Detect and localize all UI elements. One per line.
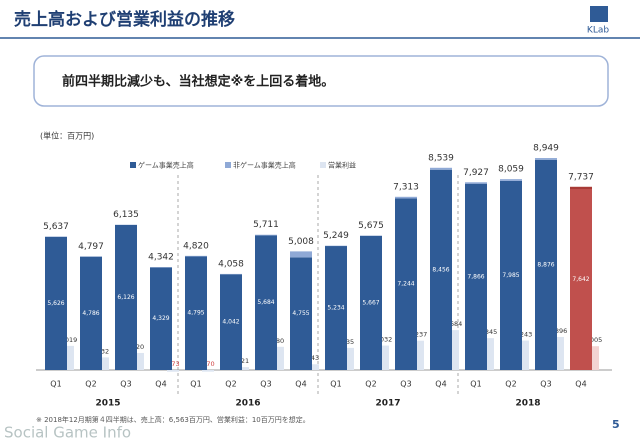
x-tick-label: Q3 bbox=[540, 380, 551, 389]
game-label: 4,329 bbox=[152, 315, 169, 322]
x-tick-label: Q1 bbox=[190, 380, 201, 389]
total-label: 8,949 bbox=[533, 144, 559, 154]
total-label: 4,820 bbox=[183, 241, 209, 251]
profit-bar bbox=[202, 370, 214, 372]
legend-label: ゲーム事業売上高 bbox=[138, 161, 194, 170]
x-tick-label: Q1 bbox=[330, 380, 341, 389]
x-tick-label: Q2 bbox=[505, 380, 516, 389]
total-label: 8,059 bbox=[498, 165, 524, 175]
x-tick-label: Q2 bbox=[365, 380, 376, 389]
game-label: 5,667 bbox=[362, 299, 379, 306]
legend-swatch bbox=[320, 162, 326, 168]
non-game-bar bbox=[570, 187, 592, 189]
total-label: 5,008 bbox=[288, 237, 314, 247]
game-label: 8,456 bbox=[432, 266, 449, 273]
total-label: 6,135 bbox=[113, 210, 139, 220]
total-label: 7,927 bbox=[463, 168, 489, 178]
x-tick-label: Q1 bbox=[50, 380, 61, 389]
non-game-bar bbox=[255, 235, 277, 236]
non-game-bar bbox=[430, 168, 452, 170]
game-label: 7,985 bbox=[502, 272, 519, 279]
non-game-bar bbox=[465, 182, 487, 183]
game-label: 7,866 bbox=[467, 273, 484, 280]
message: 前四半期比減少も、当社想定※を上回る着地。 bbox=[62, 74, 334, 90]
non-game-bar bbox=[185, 256, 207, 257]
x-tick-label: Q4 bbox=[155, 380, 166, 389]
total-label: 5,249 bbox=[323, 231, 349, 241]
game-label: 7,642 bbox=[572, 276, 589, 283]
x-tick-label: Q4 bbox=[575, 380, 586, 389]
legend-swatch bbox=[225, 162, 231, 168]
x-tick-label: Q3 bbox=[400, 380, 411, 389]
total-label: 7,737 bbox=[568, 172, 594, 182]
total-label: 5,711 bbox=[253, 220, 279, 230]
game-label: 4,795 bbox=[187, 310, 204, 317]
game-label: 4,755 bbox=[292, 310, 309, 317]
legend-label: 非ゲーム事業売上高 bbox=[233, 161, 296, 170]
x-tick-label: Q4 bbox=[435, 380, 446, 389]
game-label: 5,626 bbox=[47, 300, 64, 307]
unit: (単位：百万円) bbox=[40, 131, 94, 141]
game-label: 4,042 bbox=[222, 319, 239, 326]
total-label: 4,797 bbox=[78, 242, 104, 252]
game-label: 7,244 bbox=[397, 281, 414, 288]
game-label: 6,126 bbox=[117, 294, 134, 301]
total-label: 4,342 bbox=[148, 253, 174, 263]
total-label: 8,539 bbox=[428, 153, 454, 163]
x-tick-label: Q2 bbox=[225, 380, 236, 389]
profit-bar bbox=[167, 370, 179, 372]
total-label: 7,313 bbox=[393, 182, 419, 192]
page-number: 5 bbox=[612, 418, 620, 431]
game-label: 5,684 bbox=[257, 299, 274, 306]
game-label: 8,876 bbox=[537, 261, 554, 268]
x-tick-label: Q3 bbox=[120, 380, 131, 389]
total-label: 5,675 bbox=[358, 221, 384, 231]
title: 売上高および営業利益の推移 bbox=[14, 9, 235, 30]
game-label: 5,234 bbox=[327, 305, 344, 312]
total-label: 4,058 bbox=[218, 259, 244, 269]
non-game-bar bbox=[535, 158, 557, 160]
x-tick-label: Q3 bbox=[260, 380, 271, 389]
non-game-bar bbox=[395, 197, 417, 199]
x-tick-label: Q2 bbox=[85, 380, 96, 389]
total-label: 5,637 bbox=[43, 222, 69, 232]
legend-label: 営業利益 bbox=[328, 161, 356, 170]
x-tick-label: Q4 bbox=[295, 380, 306, 389]
game-label: 4,786 bbox=[82, 310, 99, 317]
year-label: 2016 bbox=[235, 399, 260, 409]
x-tick-label: Q1 bbox=[470, 380, 481, 389]
non-game-bar bbox=[500, 179, 522, 181]
non-game-bar bbox=[290, 251, 312, 257]
year-label: 2015 bbox=[95, 399, 120, 409]
year-label: 2017 bbox=[375, 399, 400, 409]
legend-swatch bbox=[130, 162, 136, 168]
logo-mark bbox=[590, 6, 608, 22]
logo: KLab bbox=[587, 26, 609, 36]
watermark: Social Game Info bbox=[4, 424, 131, 442]
year-label: 2018 bbox=[515, 399, 540, 409]
